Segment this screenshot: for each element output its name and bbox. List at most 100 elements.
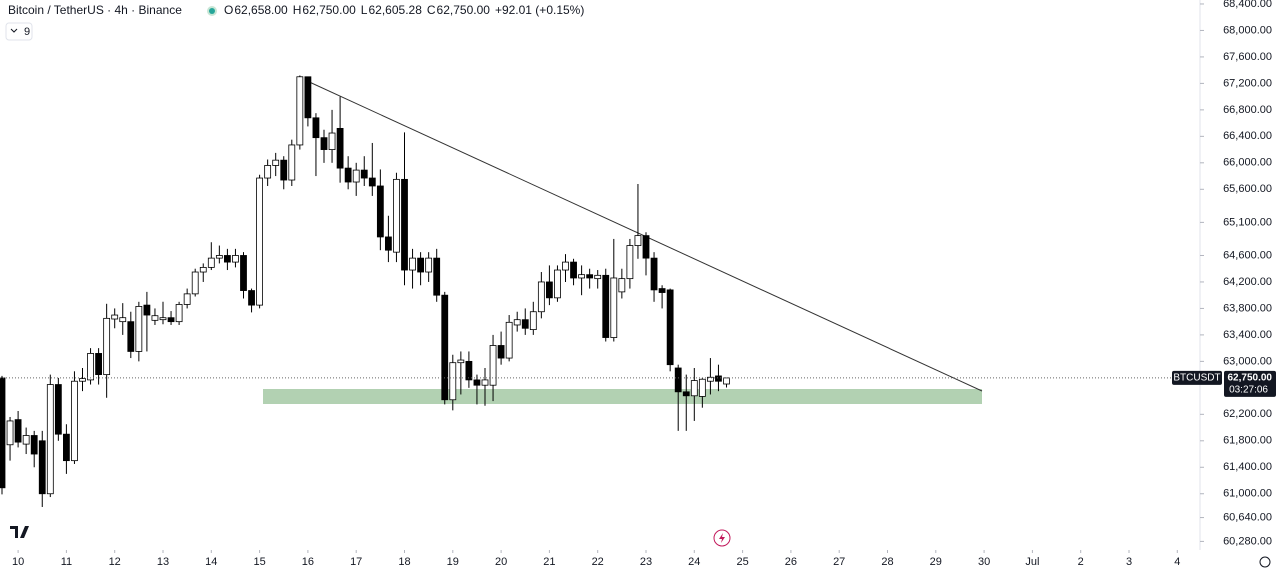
- candle-body: [143, 304, 151, 316]
- candle-body: [658, 288, 666, 293]
- candle-body: [264, 165, 272, 179]
- candle-body: [546, 281, 553, 299]
- candle-body: [393, 178, 400, 253]
- candle-body: [602, 274, 610, 338]
- candle-body: [95, 353, 102, 376]
- candle-body: [481, 379, 489, 386]
- y-tick-label: 63,000.00: [1223, 355, 1272, 367]
- candle-body: [465, 360, 473, 381]
- x-tick-label: Jul: [1025, 556, 1039, 568]
- ohlc-value: 62,605.28: [368, 3, 422, 17]
- candle-body: [537, 281, 545, 313]
- x-tick-label: 30: [978, 556, 990, 568]
- candle-body: [723, 377, 730, 385]
- candle-body: [6, 420, 14, 446]
- event-icon-bolt: [719, 533, 725, 543]
- ohlc-header: O 62,658.00 H 62,750.00 L 62,605.28 C 62,750.00…: [224, 3, 584, 17]
- candle-body: [690, 380, 698, 397]
- y-tick-label: 61,800.00: [1223, 435, 1272, 447]
- y-tick-label: 63,800.00: [1223, 302, 1272, 314]
- change: +92.01 (+0.15%): [495, 3, 584, 17]
- x-tick-label: 10: [12, 556, 24, 568]
- candle-body: [344, 167, 352, 183]
- candle-body: [296, 76, 304, 146]
- candle-body: [71, 380, 78, 462]
- y-tick-label: 61,000.00: [1223, 488, 1272, 500]
- candle-body: [441, 294, 449, 401]
- candle-body: [280, 159, 288, 181]
- x-tick-label: 22: [592, 556, 604, 568]
- candle-body: [14, 419, 22, 443]
- logo: [10, 526, 29, 538]
- y-tick-label: 61,400.00: [1223, 461, 1272, 473]
- x-tick-label: 2: [1078, 556, 1084, 568]
- candle-body: [409, 257, 416, 271]
- x-tick-label: 4: [1174, 556, 1180, 568]
- candle-body: [707, 376, 714, 382]
- candle-body: [554, 269, 561, 299]
- candle-body: [618, 278, 626, 293]
- support-zone: [263, 389, 982, 404]
- x-tick-label: 17: [350, 556, 362, 568]
- plot: [0, 75, 730, 507]
- candle-body: [473, 379, 481, 386]
- candle-body: [256, 177, 264, 306]
- candle-body: [46, 384, 54, 495]
- candle-body: [87, 353, 94, 381]
- candle-body: [401, 178, 408, 271]
- ohlc-value: 62,750.00: [437, 3, 491, 17]
- candle-body: [376, 185, 384, 238]
- candle-body: [682, 391, 690, 397]
- candle-body: [425, 257, 433, 273]
- settings-icon[interactable]: [1259, 556, 1271, 568]
- candle-body: [368, 177, 376, 187]
- candle-body: [183, 293, 191, 305]
- candle-body: [610, 277, 618, 338]
- chevron: [10, 28, 18, 33]
- candle-body: [497, 345, 505, 359]
- x-tick-label: 15: [253, 556, 265, 568]
- status-dot-core: [209, 8, 215, 14]
- ohlc-key: L: [361, 3, 368, 17]
- candle-body: [199, 266, 207, 273]
- symbol-name: BTCUSDT: [1173, 373, 1220, 384]
- candle-body: [119, 317, 127, 323]
- price-value: 62,750.00: [1228, 373, 1273, 384]
- candle-body: [79, 378, 86, 382]
- candle-body: [304, 76, 312, 119]
- candle-body: [135, 306, 143, 352]
- y-tick-label: 62,200.00: [1223, 408, 1272, 420]
- x-tick-label: 13: [157, 556, 169, 568]
- candle-body: [223, 255, 231, 263]
- candle-body: [650, 257, 658, 291]
- candle-body: [232, 255, 239, 263]
- candle-body: [433, 257, 441, 296]
- candle-body: [513, 319, 521, 326]
- ohlc-value: 62,658.00: [234, 3, 288, 17]
- candle-body: [191, 271, 199, 295]
- y-tick-label: 67,200.00: [1223, 77, 1272, 89]
- candle-body: [248, 290, 255, 306]
- indicator-toggle[interactable]: [5, 22, 33, 41]
- y-tick-label: 67,600.00: [1223, 51, 1272, 63]
- y-tick-label: 68,000.00: [1223, 24, 1272, 36]
- candle-body: [562, 261, 569, 271]
- x-tick-label: 11: [61, 556, 72, 568]
- y-tick-label: 66,000.00: [1223, 157, 1272, 169]
- x-tick-label: 26: [785, 556, 797, 568]
- y-tick-label: 65,100.00: [1223, 216, 1272, 228]
- chart-title: Bitcoin / TetherUS · 4h · Binance: [8, 3, 182, 17]
- y-tick-label: 66,400.00: [1223, 130, 1272, 142]
- candle-body: [151, 315, 159, 321]
- x-tick-label: 23: [640, 556, 652, 568]
- candle-body: [360, 169, 368, 179]
- ohlc-key: C: [427, 3, 436, 17]
- x-tick-label: 12: [109, 556, 121, 568]
- candle-body: [111, 314, 119, 320]
- candle-body: [521, 319, 529, 329]
- candle-body: [586, 274, 594, 279]
- x-tick-label: 20: [495, 556, 507, 568]
- candle-body: [320, 137, 328, 150]
- x-tick-label: 29: [930, 556, 942, 568]
